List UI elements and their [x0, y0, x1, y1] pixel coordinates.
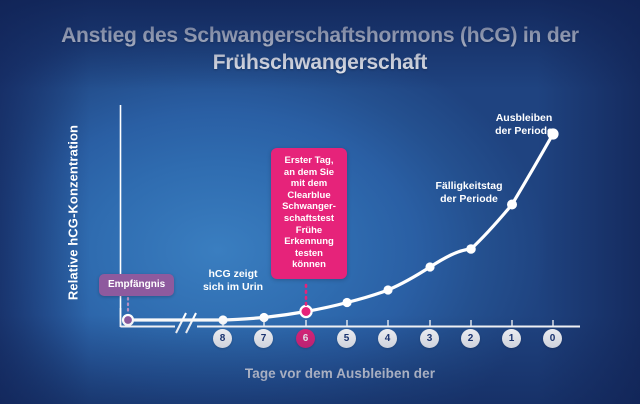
data-point-5 [342, 297, 352, 308]
conception-badge: Empfängnis [99, 274, 175, 296]
x-tick-label-1: 1 [502, 329, 521, 348]
callout-clearblue-test: Erster Tag, an dem Sie mit dem Clearblue… [271, 148, 347, 279]
data-point-3 [425, 262, 435, 272]
x-tick-label-0: 0 [543, 329, 562, 348]
x-tick-label-2: 2 [461, 329, 480, 348]
x-tick-label-8: 8 [213, 329, 232, 348]
axis-break-slash-2 [185, 312, 197, 334]
x-axis-ticks [222, 320, 554, 327]
data-point-4 [383, 285, 393, 295]
x-axis-label: Tage vor dem Ausbleiben der [244, 366, 436, 381]
data-point-6 [299, 304, 313, 319]
x-tick-label-3: 3 [420, 329, 439, 348]
annotation-due-date: Fälligkeitstag der Periode [435, 180, 503, 205]
data-point-8 [218, 315, 228, 325]
data-points [121, 128, 559, 327]
data-point-7 [259, 312, 269, 323]
y-axis-label: Relative hCG-Konzentration [65, 124, 81, 301]
page-title: Anstieg des Schwangerschaftshormons (hCG… [61, 24, 579, 74]
x-tick-label-6: 6 [296, 329, 315, 348]
data-point-0 [547, 128, 559, 140]
x-tick-label-5: 5 [337, 329, 356, 348]
annotation-urine: hCG zeigt sich im Urin [202, 268, 264, 293]
data-point-2 [466, 244, 476, 254]
axis-break-slash-1 [175, 312, 187, 334]
data-point-conception [121, 313, 135, 327]
x-tick-label-7: 7 [254, 329, 273, 348]
x-tick-label-4: 4 [378, 329, 397, 348]
data-point-1 [507, 199, 517, 210]
annotation-missed-period: Ausbleiben der Periode [495, 112, 553, 137]
